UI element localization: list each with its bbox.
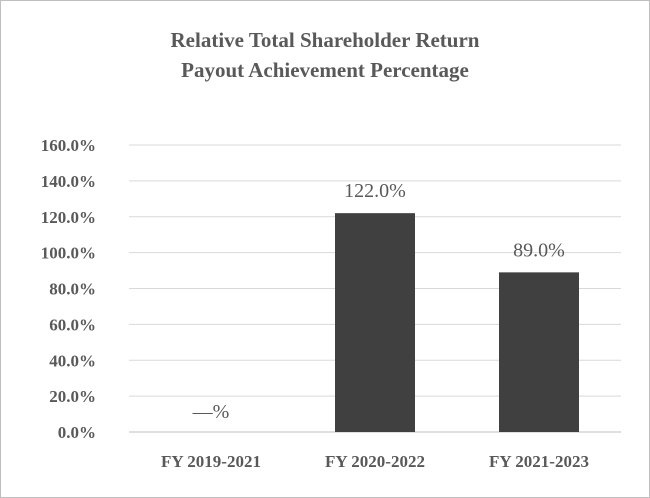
data-label: 89.0% bbox=[513, 239, 565, 261]
x-tick-label: FY 2019-2021 bbox=[161, 452, 261, 471]
data-label: 122.0% bbox=[344, 180, 406, 202]
y-tick-label: 0.0% bbox=[58, 423, 96, 442]
bar bbox=[335, 213, 415, 432]
y-tick-label: 140.0% bbox=[41, 172, 96, 191]
chart-title: Relative Total Shareholder Return bbox=[170, 28, 480, 52]
y-tick-label: 60.0% bbox=[49, 315, 96, 334]
y-tick-label: 40.0% bbox=[49, 351, 96, 370]
y-tick-label: 20.0% bbox=[49, 387, 96, 406]
data-label: —% bbox=[192, 401, 230, 423]
chart-title-block: Relative Total Shareholder Return Payout… bbox=[1, 25, 649, 85]
x-tick-label: FY 2020-2022 bbox=[325, 452, 425, 471]
x-tick-label: FY 2021-2023 bbox=[489, 452, 589, 471]
bar bbox=[499, 272, 579, 432]
chart-subtitle: Payout Achievement Percentage bbox=[181, 58, 469, 82]
y-tick-label: 80.0% bbox=[49, 280, 96, 299]
y-tick-label: 100.0% bbox=[41, 244, 96, 263]
y-tick-label: 120.0% bbox=[41, 208, 96, 227]
y-tick-label: 160.0% bbox=[41, 136, 96, 155]
